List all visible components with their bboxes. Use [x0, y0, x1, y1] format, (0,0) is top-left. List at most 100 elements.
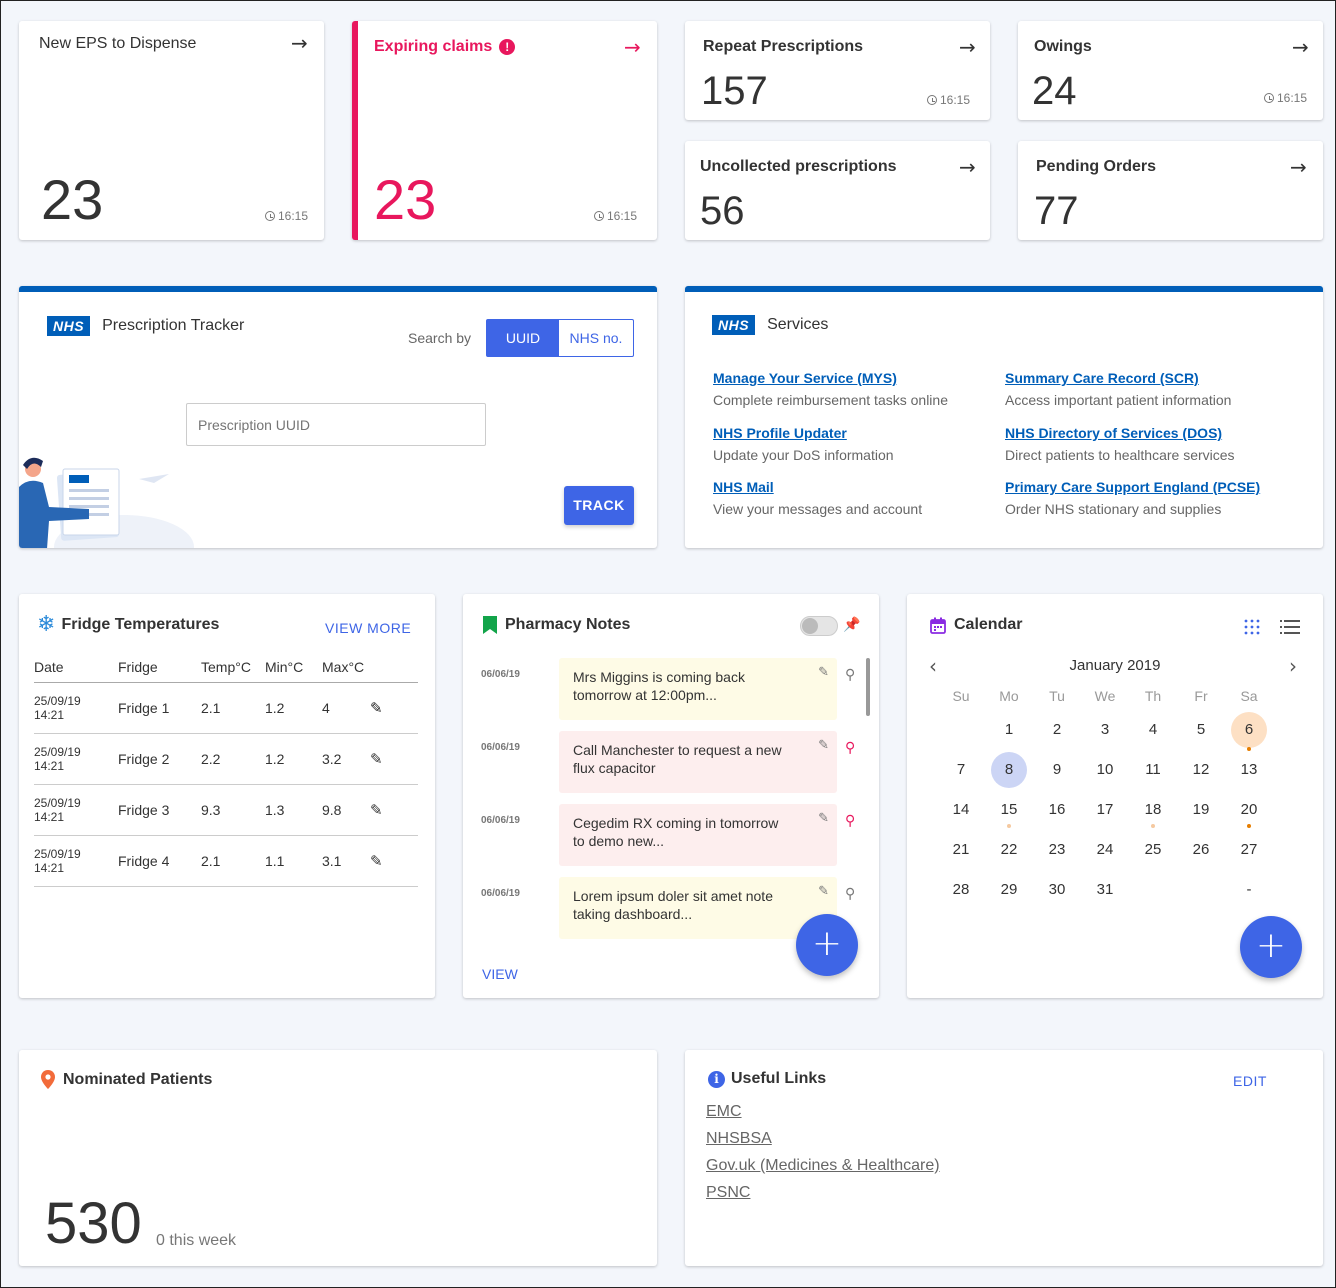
- service-desc: Complete reimbursement tasks online: [713, 392, 948, 408]
- calendar-day[interactable]: 2: [1052, 721, 1062, 738]
- eps-card[interactable]: New EPS to Dispense → 23 16:15: [19, 21, 324, 240]
- expiring-card[interactable]: Expiring claims ! → 23 16:15: [352, 21, 657, 240]
- nominated-value: 530: [45, 1191, 142, 1256]
- calendar-day[interactable]: 15: [985, 792, 1033, 828]
- location-pin-icon: [41, 1070, 55, 1089]
- note-item[interactable]: Cegedim RX coming in tomorrow to demo ne…: [559, 804, 837, 866]
- view-notes-link[interactable]: VIEW: [482, 966, 518, 982]
- arrow-right-icon[interactable]: →: [291, 31, 308, 55]
- link-psnc[interactable]: PSNC: [706, 1184, 751, 1201]
- edit-icon[interactable]: ✎: [818, 811, 829, 826]
- note-item[interactable]: Call Manchester to request a new flux ca…: [559, 731, 837, 793]
- calendar-day[interactable]: 18: [1129, 792, 1177, 828]
- owings-card[interactable]: Owings → 24 16:15: [1018, 21, 1323, 120]
- toggle-nhs-no[interactable]: NHS no.: [569, 330, 623, 346]
- note-item[interactable]: Mrs Miggins is coming back tomorrow at 1…: [559, 658, 837, 720]
- calendar-day[interactable]: 17: [1096, 801, 1114, 818]
- arrow-right-icon[interactable]: →: [959, 35, 976, 59]
- next-month-icon[interactable]: ›: [1289, 654, 1297, 678]
- calendar-day[interactable]: 31: [1096, 881, 1114, 898]
- list-view-icon[interactable]: [1280, 619, 1300, 635]
- toggle-uuid[interactable]: UUID: [487, 320, 559, 356]
- calendar-day[interactable]: 28: [952, 881, 970, 898]
- link-emc[interactable]: EMC: [706, 1103, 742, 1120]
- calendar-day[interactable]: 29: [1000, 881, 1018, 898]
- calendar-day[interactable]: 5: [1196, 721, 1206, 738]
- weekday-row: Su Mo Tu We Th Fr Sa: [937, 684, 1273, 708]
- repeat-card[interactable]: Repeat Prescriptions → 157 16:15: [685, 21, 990, 120]
- edit-icon[interactable]: ✎: [370, 682, 418, 734]
- calendar-day[interactable]: 1: [1004, 721, 1014, 738]
- calendar-day[interactable]: 13: [1240, 761, 1258, 778]
- service-link-profile-updater[interactable]: NHS Profile Updater: [713, 425, 847, 441]
- nominated-header: Nominated Patients: [41, 1070, 212, 1089]
- view-more-link[interactable]: VIEW MORE: [325, 620, 412, 636]
- service-link-dos[interactable]: NHS Directory of Services (DOS): [1005, 425, 1223, 441]
- service-desc: View your messages and account: [713, 501, 923, 517]
- service-item: NHS Profile Updater Update your DoS info…: [713, 425, 894, 463]
- calendar-day[interactable]: 16: [1048, 801, 1066, 818]
- prev-month-icon[interactable]: ‹: [929, 654, 937, 678]
- col-actions: [370, 652, 418, 683]
- pin-icon[interactable]: ⚲: [845, 667, 856, 683]
- calendar-day[interactable]: 9: [1052, 761, 1062, 778]
- grid-view-icon[interactable]: [1244, 619, 1260, 635]
- edit-icon[interactable]: ✎: [818, 738, 829, 753]
- edit-icon[interactable]: ✎: [370, 784, 418, 836]
- arrow-right-icon[interactable]: →: [1290, 155, 1307, 179]
- row-temp: 2.2: [201, 733, 265, 785]
- useful-links-list: EMC NHSBSA Gov.uk (Medicines & Healthcar…: [706, 1103, 940, 1211]
- edit-icon[interactable]: ✎: [818, 665, 829, 680]
- arrow-right-icon[interactable]: →: [959, 155, 976, 179]
- calendar-day[interactable]: 30: [1048, 881, 1066, 898]
- pending-card[interactable]: Pending Orders → 77: [1018, 141, 1323, 240]
- calendar-day[interactable]: 12: [1192, 761, 1210, 778]
- service-item: NHS Mail View your messages and account: [713, 479, 922, 517]
- calendar-day[interactable]: 20: [1225, 792, 1273, 828]
- calendar-grid: 1 2 3 4 5 6 7 8 9 10 11 12 13 14 15 16 1…: [937, 710, 1273, 910]
- calendar-day[interactable]: 23: [1048, 841, 1066, 858]
- prescription-uuid-input[interactable]: [186, 403, 486, 446]
- uncollected-card[interactable]: Uncollected prescriptions → 56: [685, 141, 990, 240]
- scrollbar[interactable]: [866, 658, 870, 716]
- calendar-day[interactable]: 26: [1192, 841, 1210, 858]
- calendar-day-today[interactable]: 6: [1225, 712, 1273, 751]
- calendar-day[interactable]: 7: [956, 761, 966, 778]
- pin-icon[interactable]: ⚲: [845, 813, 856, 829]
- calendar-day[interactable]: 27: [1240, 841, 1258, 858]
- service-desc: Direct patients to healthcare services: [1005, 447, 1235, 463]
- arrow-right-icon[interactable]: →: [624, 35, 641, 59]
- arrow-right-icon[interactable]: →: [1292, 35, 1309, 59]
- note-item[interactable]: Lorem ipsum doler sit amet note taking d…: [559, 877, 837, 939]
- calendar-day[interactable]: 21: [952, 841, 970, 858]
- service-link-pcse[interactable]: Primary Care Support England (PCSE): [1005, 479, 1261, 495]
- edit-icon[interactable]: ✎: [370, 733, 418, 785]
- service-link-mys[interactable]: Manage Your Service (MYS): [713, 370, 897, 386]
- pin-filter-toggle[interactable]: [800, 616, 838, 636]
- edit-icon[interactable]: ✎: [818, 884, 829, 899]
- link-nhsbsa[interactable]: NHSBSA: [706, 1130, 772, 1147]
- edit-links-button[interactable]: EDIT: [1233, 1073, 1267, 1089]
- add-note-button[interactable]: +: [796, 914, 858, 976]
- track-button[interactable]: TRACK: [564, 486, 634, 525]
- calendar-day[interactable]: 24: [1096, 841, 1114, 858]
- link-gov-uk[interactable]: Gov.uk (Medicines & Healthcare): [706, 1157, 940, 1174]
- edit-icon[interactable]: ✎: [370, 835, 418, 887]
- add-event-button[interactable]: +: [1240, 916, 1302, 978]
- calendar-day[interactable]: 14: [952, 801, 970, 818]
- event-dot: [1007, 824, 1011, 828]
- service-link-nhs-mail[interactable]: NHS Mail: [713, 479, 774, 495]
- calendar-day[interactable]: 10: [1096, 761, 1114, 778]
- calendar-day[interactable]: 3: [1100, 721, 1110, 738]
- fridge-title: Fridge Temperatures: [61, 616, 220, 633]
- service-link-scr[interactable]: Summary Care Record (SCR): [1005, 370, 1199, 386]
- pin-icon[interactable]: ⚲: [845, 886, 856, 902]
- calendar-day[interactable]: 11: [1145, 761, 1161, 778]
- calendar-day[interactable]: 25: [1144, 841, 1162, 858]
- calendar-day[interactable]: 22: [1000, 841, 1018, 858]
- calendar-day[interactable]: 19: [1192, 801, 1210, 818]
- services-card: NHS Services Manage Your Service (MYS) C…: [685, 286, 1323, 548]
- calendar-day[interactable]: 4: [1148, 721, 1158, 738]
- calendar-day-selected[interactable]: 8: [985, 752, 1033, 788]
- pin-icon[interactable]: ⚲: [845, 740, 856, 756]
